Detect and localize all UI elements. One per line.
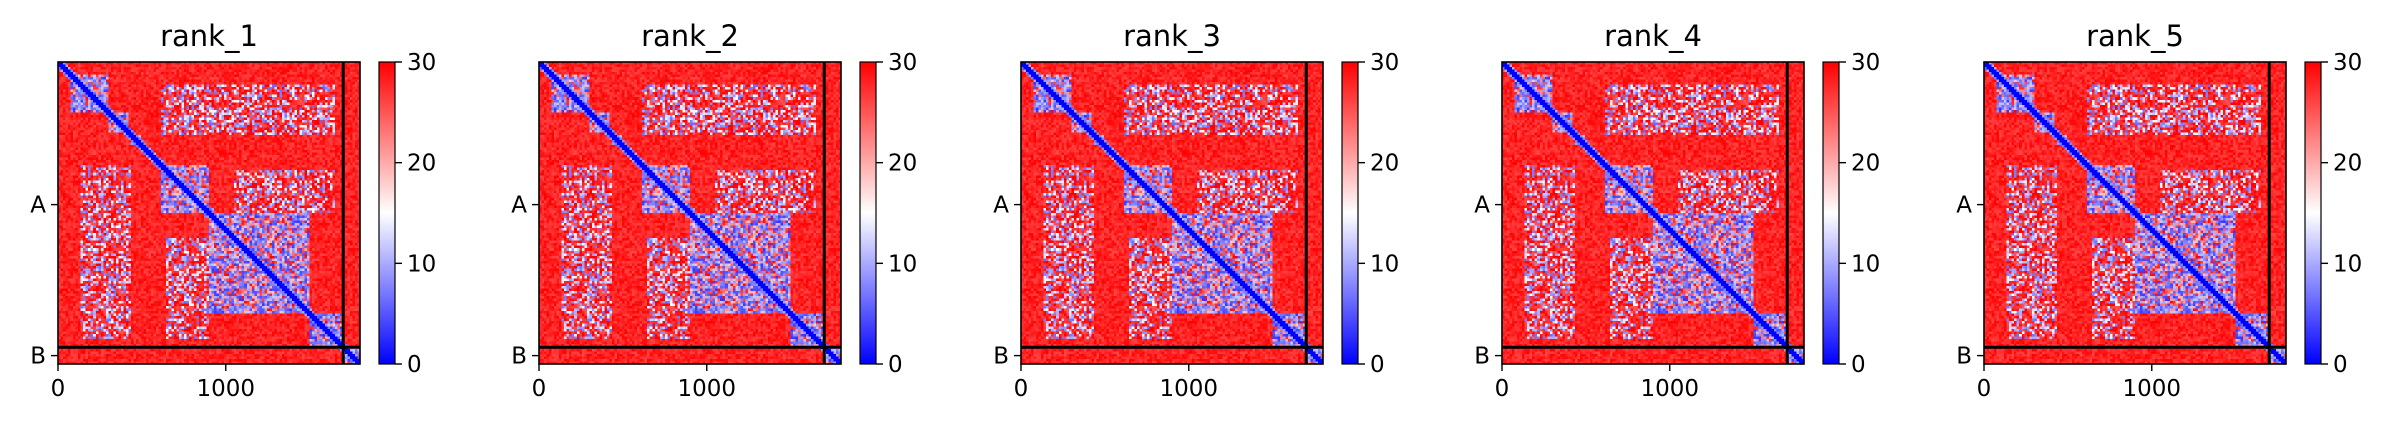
colorbar-tick-label: 10	[1851, 251, 1880, 277]
colorbar-tick-label: 10	[2333, 251, 2362, 277]
axes-frame	[1983, 61, 2287, 365]
colorbar-tick-label: 10	[407, 251, 436, 277]
colorbar-tick-label: 30	[888, 50, 917, 76]
y-tick-label: B	[1474, 344, 1490, 370]
panel-title: rank_2	[641, 19, 739, 53]
heatmap-image	[1984, 62, 2286, 364]
heatmap-image	[1021, 62, 1323, 364]
colorbar-tick-label: 0	[1851, 352, 1866, 378]
colorbar-gradient	[1341, 61, 1359, 365]
x-tick-label: 1000	[197, 376, 256, 402]
y-tick-label: A	[511, 193, 527, 219]
y-tick-label: A	[30, 193, 46, 219]
colorbar-tick-label: 0	[1370, 352, 1385, 378]
colorbar-gradient	[2304, 61, 2322, 365]
x-tick-label: 0	[1014, 376, 1029, 402]
panel-title: rank_5	[2086, 19, 2184, 53]
colorbar: 0 10 20 30	[1341, 50, 1399, 378]
panel-title: rank_1	[160, 19, 258, 53]
x-tick-label: 1000	[1160, 376, 1219, 402]
y-tick-label: A	[1956, 193, 1972, 219]
axes-frame	[538, 61, 842, 365]
panel-title: rank_4	[1604, 19, 1702, 53]
colorbar: 0 10 20 30	[1822, 50, 1880, 378]
x-tick-label: 0	[51, 376, 66, 402]
heatmap-image	[1502, 62, 1804, 364]
x-tick-label: 0	[1977, 376, 1992, 402]
x-tick-label: 1000	[1641, 376, 1700, 402]
x-tick-label: 1000	[2123, 376, 2182, 402]
x-tick-label: 0	[532, 376, 547, 402]
colorbar-gradient	[1822, 61, 1840, 365]
colorbar: 0 10 20 30	[859, 50, 917, 378]
colorbar-tick-label: 30	[1851, 50, 1880, 76]
colorbar-gradient	[378, 61, 396, 365]
axes-frame	[57, 61, 361, 365]
y-tick-label: B	[1956, 344, 1972, 370]
y-tick-label: B	[511, 344, 527, 370]
colorbar-tick-label: 0	[407, 352, 422, 378]
heatmap-image	[539, 62, 841, 364]
colorbar-tick-label: 20	[888, 151, 917, 177]
colorbar-tick-label: 20	[1370, 151, 1399, 177]
colorbar-tick-label: 10	[888, 251, 917, 277]
y-tick-label: A	[993, 193, 1009, 219]
colorbar: 0 10 20 30	[2304, 50, 2362, 378]
colorbar-tick-label: 20	[407, 151, 436, 177]
colorbar-tick-label: 30	[407, 50, 436, 76]
axes-frame	[1501, 61, 1805, 365]
panel-title: rank_3	[1123, 19, 1221, 53]
colorbar-tick-label: 20	[1851, 151, 1880, 177]
colorbar-tick-label: 0	[888, 352, 903, 378]
y-tick-label: B	[30, 344, 46, 370]
x-tick-label: 0	[1495, 376, 1510, 402]
colorbar-gradient	[859, 61, 877, 365]
colorbar: 0 10 20 30	[378, 50, 436, 378]
colorbar-tick-label: 0	[2333, 352, 2348, 378]
heatmap-image	[58, 62, 360, 364]
y-tick-label: B	[993, 344, 1009, 370]
axes-frame	[1020, 61, 1324, 365]
colorbar-tick-label: 30	[2333, 50, 2362, 76]
x-tick-label: 1000	[678, 376, 737, 402]
colorbar-tick-label: 30	[1370, 50, 1399, 76]
y-tick-label: A	[1474, 193, 1490, 219]
colorbar-tick-label: 10	[1370, 251, 1399, 277]
colorbar-tick-label: 20	[2333, 151, 2362, 177]
